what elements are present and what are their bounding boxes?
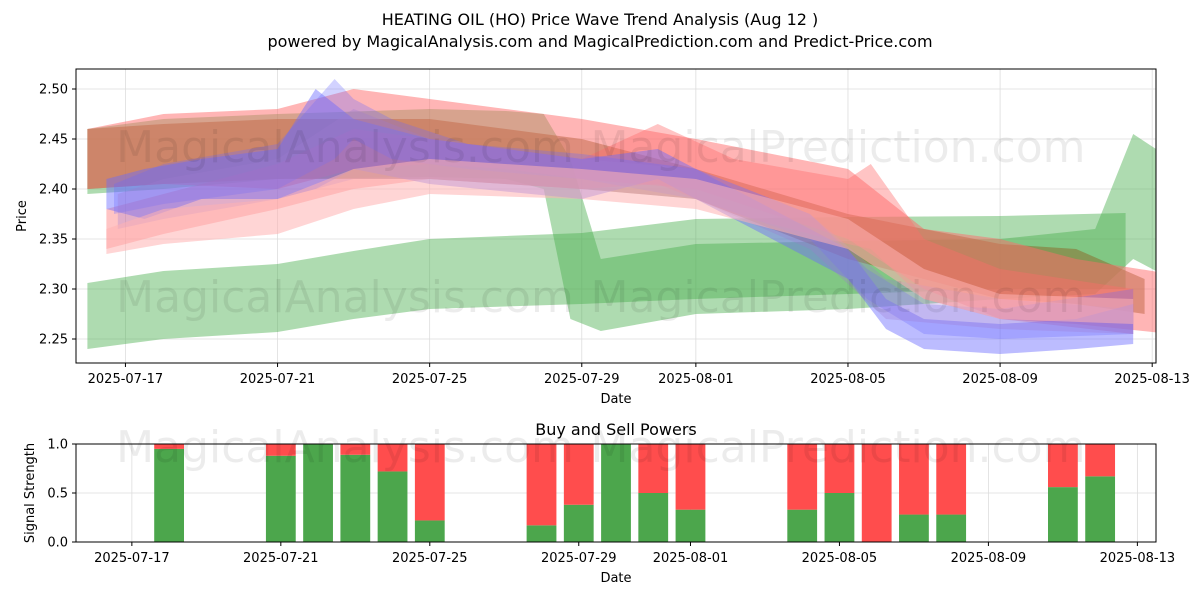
signal-bars — [154, 444, 1116, 542]
sell-bar-11 — [787, 444, 818, 510]
price-axes-frame — [75, 68, 1157, 364]
sell-bar-10 — [675, 444, 706, 510]
sell-bar-13 — [861, 444, 892, 542]
buy-bar-10 — [675, 509, 706, 542]
signal-x-tick-label-7: 2025-08-13 — [1100, 551, 1176, 566]
buy-bar-1 — [265, 455, 296, 542]
price-y-ticks: 2.25 2.30 2.35 2.40 2.45 2.50 — [39, 83, 76, 348]
signal-x-label: Date — [600, 571, 631, 586]
buy-bar-8 — [601, 444, 631, 542]
buy-bar-12 — [824, 493, 855, 542]
signal-y-ticks: 0.0 0.5 1.0 — [47, 438, 76, 551]
price-y-tick-label-4: 2.45 — [39, 133, 68, 148]
price-y-tick-label-0: 2.25 — [39, 333, 68, 348]
price-x-ticks: 2025-07-17 2025-07-21 2025-07-25 2025-07-29… — [88, 363, 1190, 387]
watermark-left-mid: MagicalAnalysis.com — [116, 272, 574, 323]
buy-bar-0 — [154, 448, 184, 542]
signal-x-tick-label-1: 2025-07-21 — [243, 551, 319, 566]
sell-bar-17 — [1085, 444, 1116, 477]
sell-bar-7 — [563, 444, 594, 505]
signal-y-label: Signal Strength — [23, 443, 38, 543]
buy-bar-9 — [638, 493, 669, 542]
sell-bar-1 — [265, 444, 296, 456]
watermark-right-top: MagicalPrediction.com — [591, 122, 1086, 173]
signal-x-ticks: 2025-07-17 2025-07-21 2025-07-25 2025-07-29… — [94, 542, 1175, 566]
sell-bar-3 — [340, 444, 371, 455]
price-x-tick-label-3: 2025-07-29 — [544, 372, 620, 387]
sell-bar-6 — [526, 444, 557, 526]
price-y-label: Price — [15, 200, 30, 232]
signal-title: Buy and Sell Powers — [535, 420, 697, 439]
sell-bar-12 — [824, 444, 855, 493]
buy-bar-4 — [377, 471, 408, 542]
sell-bar-16 — [1048, 444, 1078, 488]
signal-y-tick-label-2: 1.0 — [47, 438, 68, 453]
price-bands — [87, 79, 1156, 354]
price-x-tick-label-2: 2025-07-25 — [392, 372, 468, 387]
signal-x-tick-label-3: 2025-07-29 — [541, 551, 617, 566]
price-band-pink-low — [106, 159, 1134, 324]
buy-bar-2 — [303, 444, 333, 542]
price-x-tick-label-7: 2025-08-13 — [1114, 372, 1190, 387]
price-x-tick-label-0: 2025-07-17 — [88, 372, 164, 387]
signal-x-tick-label-0: 2025-07-17 — [94, 551, 170, 566]
watermark-right-bottom: MagicalPrediction.com — [591, 422, 1086, 473]
signal-x-tick-label-6: 2025-08-09 — [951, 551, 1027, 566]
watermark-left-top: MagicalAnalysis.com — [116, 122, 574, 173]
price-y-tick-label-5: 2.50 — [39, 83, 68, 98]
buy-bar-11 — [787, 509, 818, 542]
price-x-label: Date — [600, 392, 631, 407]
price-x-tick-label-4: 2025-08-01 — [658, 372, 734, 387]
price-y-tick-label-3: 2.40 — [39, 183, 68, 198]
watermark-left-bottom: MagicalAnalysis.com — [116, 422, 574, 473]
sell-bar-0 — [154, 444, 184, 449]
buy-bar-7 — [563, 504, 594, 542]
buy-bar-17 — [1085, 476, 1116, 542]
buy-bar-5 — [414, 520, 445, 542]
price-x-tick-label-5: 2025-08-05 — [810, 372, 886, 387]
price-band-red-main — [87, 89, 1156, 333]
sell-bar-15 — [936, 444, 967, 515]
sell-bar-4 — [377, 444, 408, 472]
chart-title: HEATING OIL (HO) Price Wave Trend Analys… — [382, 10, 819, 29]
sell-bar-9 — [638, 444, 669, 493]
price-x-tick-label-6: 2025-08-09 — [962, 372, 1038, 387]
price-x-tick-label-1: 2025-07-21 — [240, 372, 316, 387]
signal-y-tick-label-1: 0.5 — [47, 487, 68, 502]
buy-bar-16 — [1048, 487, 1078, 542]
price-band-violet — [117, 109, 1134, 334]
signal-x-tick-label-5: 2025-08-05 — [802, 551, 878, 566]
price-y-tick-label-1: 2.30 — [39, 283, 68, 298]
buy-bar-3 — [340, 454, 371, 542]
sell-bar-14 — [899, 444, 929, 515]
sell-bar-5 — [414, 444, 445, 521]
signal-y-tick-label-0: 0.0 — [47, 536, 68, 551]
chart-subtitle: powered by MagicalAnalysis.com and Magic… — [267, 32, 932, 51]
signal-x-tick-label-4: 2025-08-01 — [653, 551, 729, 566]
buy-bar-14 — [899, 514, 929, 542]
buy-bar-15 — [936, 514, 967, 542]
price-band-blue-light — [114, 79, 1134, 339]
price-band-blue-main — [106, 89, 1134, 354]
buy-bar-6 — [526, 525, 557, 542]
price-y-tick-label-2: 2.35 — [39, 233, 68, 248]
signal-x-tick-label-2: 2025-07-25 — [392, 551, 468, 566]
watermark-right-mid: MagicalPrediction.com — [591, 272, 1086, 323]
